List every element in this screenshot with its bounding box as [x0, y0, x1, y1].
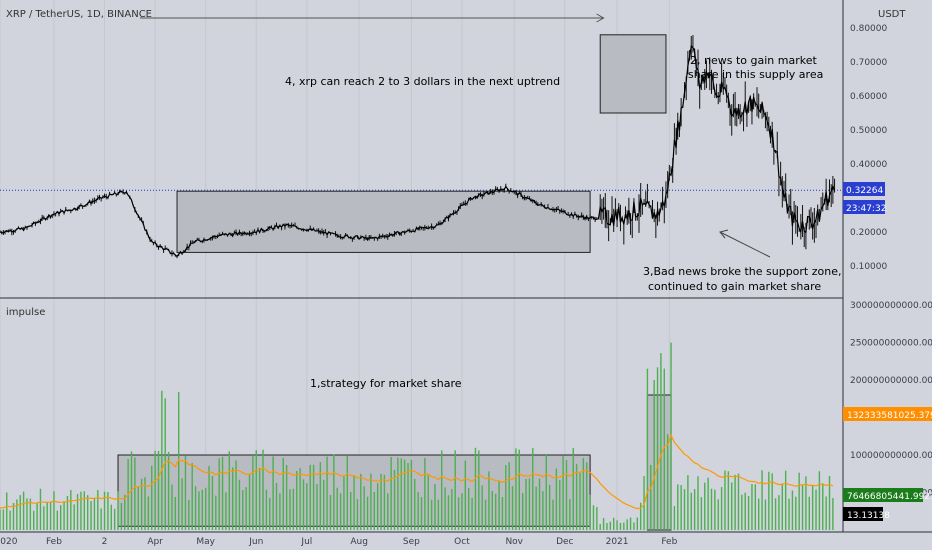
volume-tick-0: 300000000000.00000 — [850, 301, 932, 311]
symbol-title: XRP / TetherUS, 1D, BINANCE — [6, 9, 152, 20]
time-tick-0: 2020 — [0, 537, 18, 547]
last-price-badge — [843, 182, 885, 196]
annotation-3-line2: continued to gain market share — [648, 280, 821, 293]
time-tick-12: 2021 — [606, 537, 629, 547]
price-series — [0, 35, 836, 259]
last-value-badge — [843, 507, 883, 521]
volume-tick-2: 200000000000.00000 — [850, 376, 932, 386]
volume-tick-1: 250000000000.00000 — [850, 339, 932, 349]
price-axis[interactable]: 0.80000 0.70000 0.60000 0.50000 0.40000 0.200… — [850, 24, 887, 272]
moving-average-line — [0, 433, 834, 510]
volume-value: 76466805441.99217 — [847, 492, 932, 502]
time-tick-5: Jun — [248, 537, 263, 547]
price-tick-6: 0.10000 — [850, 262, 887, 272]
grid-lines — [0, 0, 670, 532]
time-tick-6: Jul — [300, 537, 312, 547]
annotation-2-line1: 2, news to gain market — [690, 54, 817, 67]
annotation-1: 1,strategy for market share — [310, 377, 462, 390]
volume-tick-4: 100000000000.00000 — [850, 451, 932, 461]
price-line — [0, 44, 836, 258]
countdown-value: 23:47:32 — [846, 204, 886, 214]
price-tick-3: 0.50000 — [850, 126, 887, 136]
time-tick-8: Sep — [403, 537, 420, 547]
price-zone-1 — [599, 34, 667, 114]
pointer-arrow — [719, 231, 771, 258]
time-tick-3: Apr — [147, 537, 163, 547]
time-tick-7: Aug — [350, 537, 368, 547]
price-zone-0 — [176, 190, 591, 253]
time-axis[interactable]: 2020 Feb 2 Apr May Jun Jul Aug Sep Oct Nov Dec 2021 F… — [0, 537, 678, 547]
countdown-badge — [843, 200, 885, 214]
ma-value-badge — [843, 407, 932, 421]
pointer-arrow-head — [719, 229, 729, 239]
price-tick-0: 0.80000 — [850, 24, 887, 34]
annotation-2-line2: share in this supply area — [688, 68, 823, 81]
annotation-3-line1: 3,Bad news broke the support zone, — [643, 265, 841, 278]
indicator-title: impulse — [6, 307, 45, 318]
price-tick-2: 0.60000 — [850, 92, 887, 102]
top-arrow-head — [596, 13, 605, 23]
price-zones — [176, 34, 667, 253]
time-tick-13: Feb — [661, 537, 677, 547]
ma-value: 132333581025.37992 — [847, 411, 932, 421]
volume-value-badge — [843, 488, 923, 502]
last-value: 13.13138 — [847, 511, 890, 521]
annotation-4: 4, xrp can reach 2 to 3 dollars in the n… — [285, 75, 560, 88]
time-tick-2: 2 — [102, 537, 108, 547]
price-tick-1: 0.70000 — [850, 58, 887, 68]
time-tick-9: Oct — [454, 537, 470, 547]
price-tick-4: 0.40000 — [850, 160, 887, 170]
time-tick-10: Nov — [505, 537, 523, 547]
currency-label: USDT — [878, 9, 906, 20]
time-tick-4: May — [196, 537, 215, 547]
price-tick-5: 0.20000 — [850, 228, 887, 238]
time-tick-11: Dec — [556, 537, 573, 547]
last-price-value: 0.32264 — [846, 186, 883, 196]
time-tick-1: Feb — [46, 537, 62, 547]
